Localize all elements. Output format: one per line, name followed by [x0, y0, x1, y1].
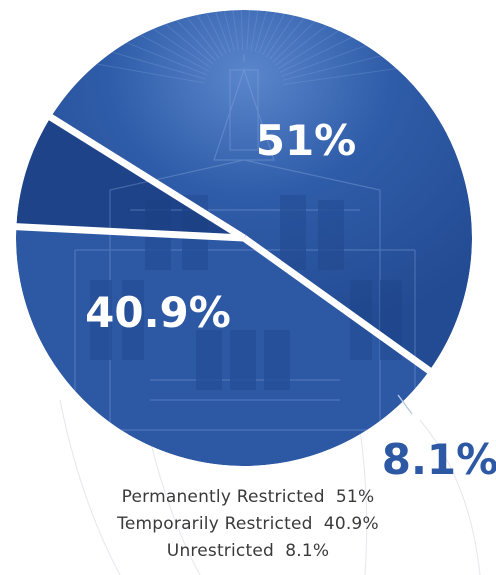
decorative-ray — [75, 10, 214, 65]
slice-label-unrestricted: 8.1% — [382, 435, 496, 484]
decorative-ray — [168, 10, 231, 53]
legend-item-unrestricted: Unrestricted 8.1% — [166, 541, 330, 561]
legend-item-permanently-restricted: Permanently Restricted 51% — [121, 487, 375, 507]
decorative-ray — [258, 10, 327, 54]
pie-slice-unrestricted — [16, 117, 245, 238]
decorative-ray — [212, 10, 239, 51]
slice-label-temporarily-restricted: 40.9% — [85, 288, 231, 337]
slice-label-permanently-restricted: 51% — [256, 116, 357, 165]
decorative-ray — [250, 10, 283, 51]
slice-divider — [10, 222, 245, 242]
decorative-ray — [90, 10, 217, 62]
background-lines — [59, 399, 481, 575]
pie-slice-temporarily-restricted — [16, 226, 430, 466]
slice-divider — [43, 111, 246, 241]
decorative-ray — [190, 10, 235, 52]
pie-slice-permanently-restricted — [50, 10, 472, 371]
decorative-ray — [254, 10, 306, 52]
decorative-ray — [265, 10, 368, 58]
slice-divider — [241, 235, 437, 378]
slice-label-leader — [397, 394, 413, 415]
decorative-ray — [147, 10, 227, 55]
decorative-ray — [275, 10, 418, 66]
decorative-ray — [269, 10, 386, 60]
decorative-ray — [246, 10, 260, 51]
legend: Permanently Restricted 51% Temporarily R… — [0, 484, 496, 565]
decorative-ray — [235, 10, 244, 51]
decorative-ray — [272, 10, 403, 63]
decorative-ray — [262, 10, 348, 55]
legend-item-temporarily-restricted: Temporarily Restricted 40.9% — [117, 514, 379, 534]
decorative-ray — [126, 10, 224, 57]
decorative-ray — [108, 10, 220, 59]
